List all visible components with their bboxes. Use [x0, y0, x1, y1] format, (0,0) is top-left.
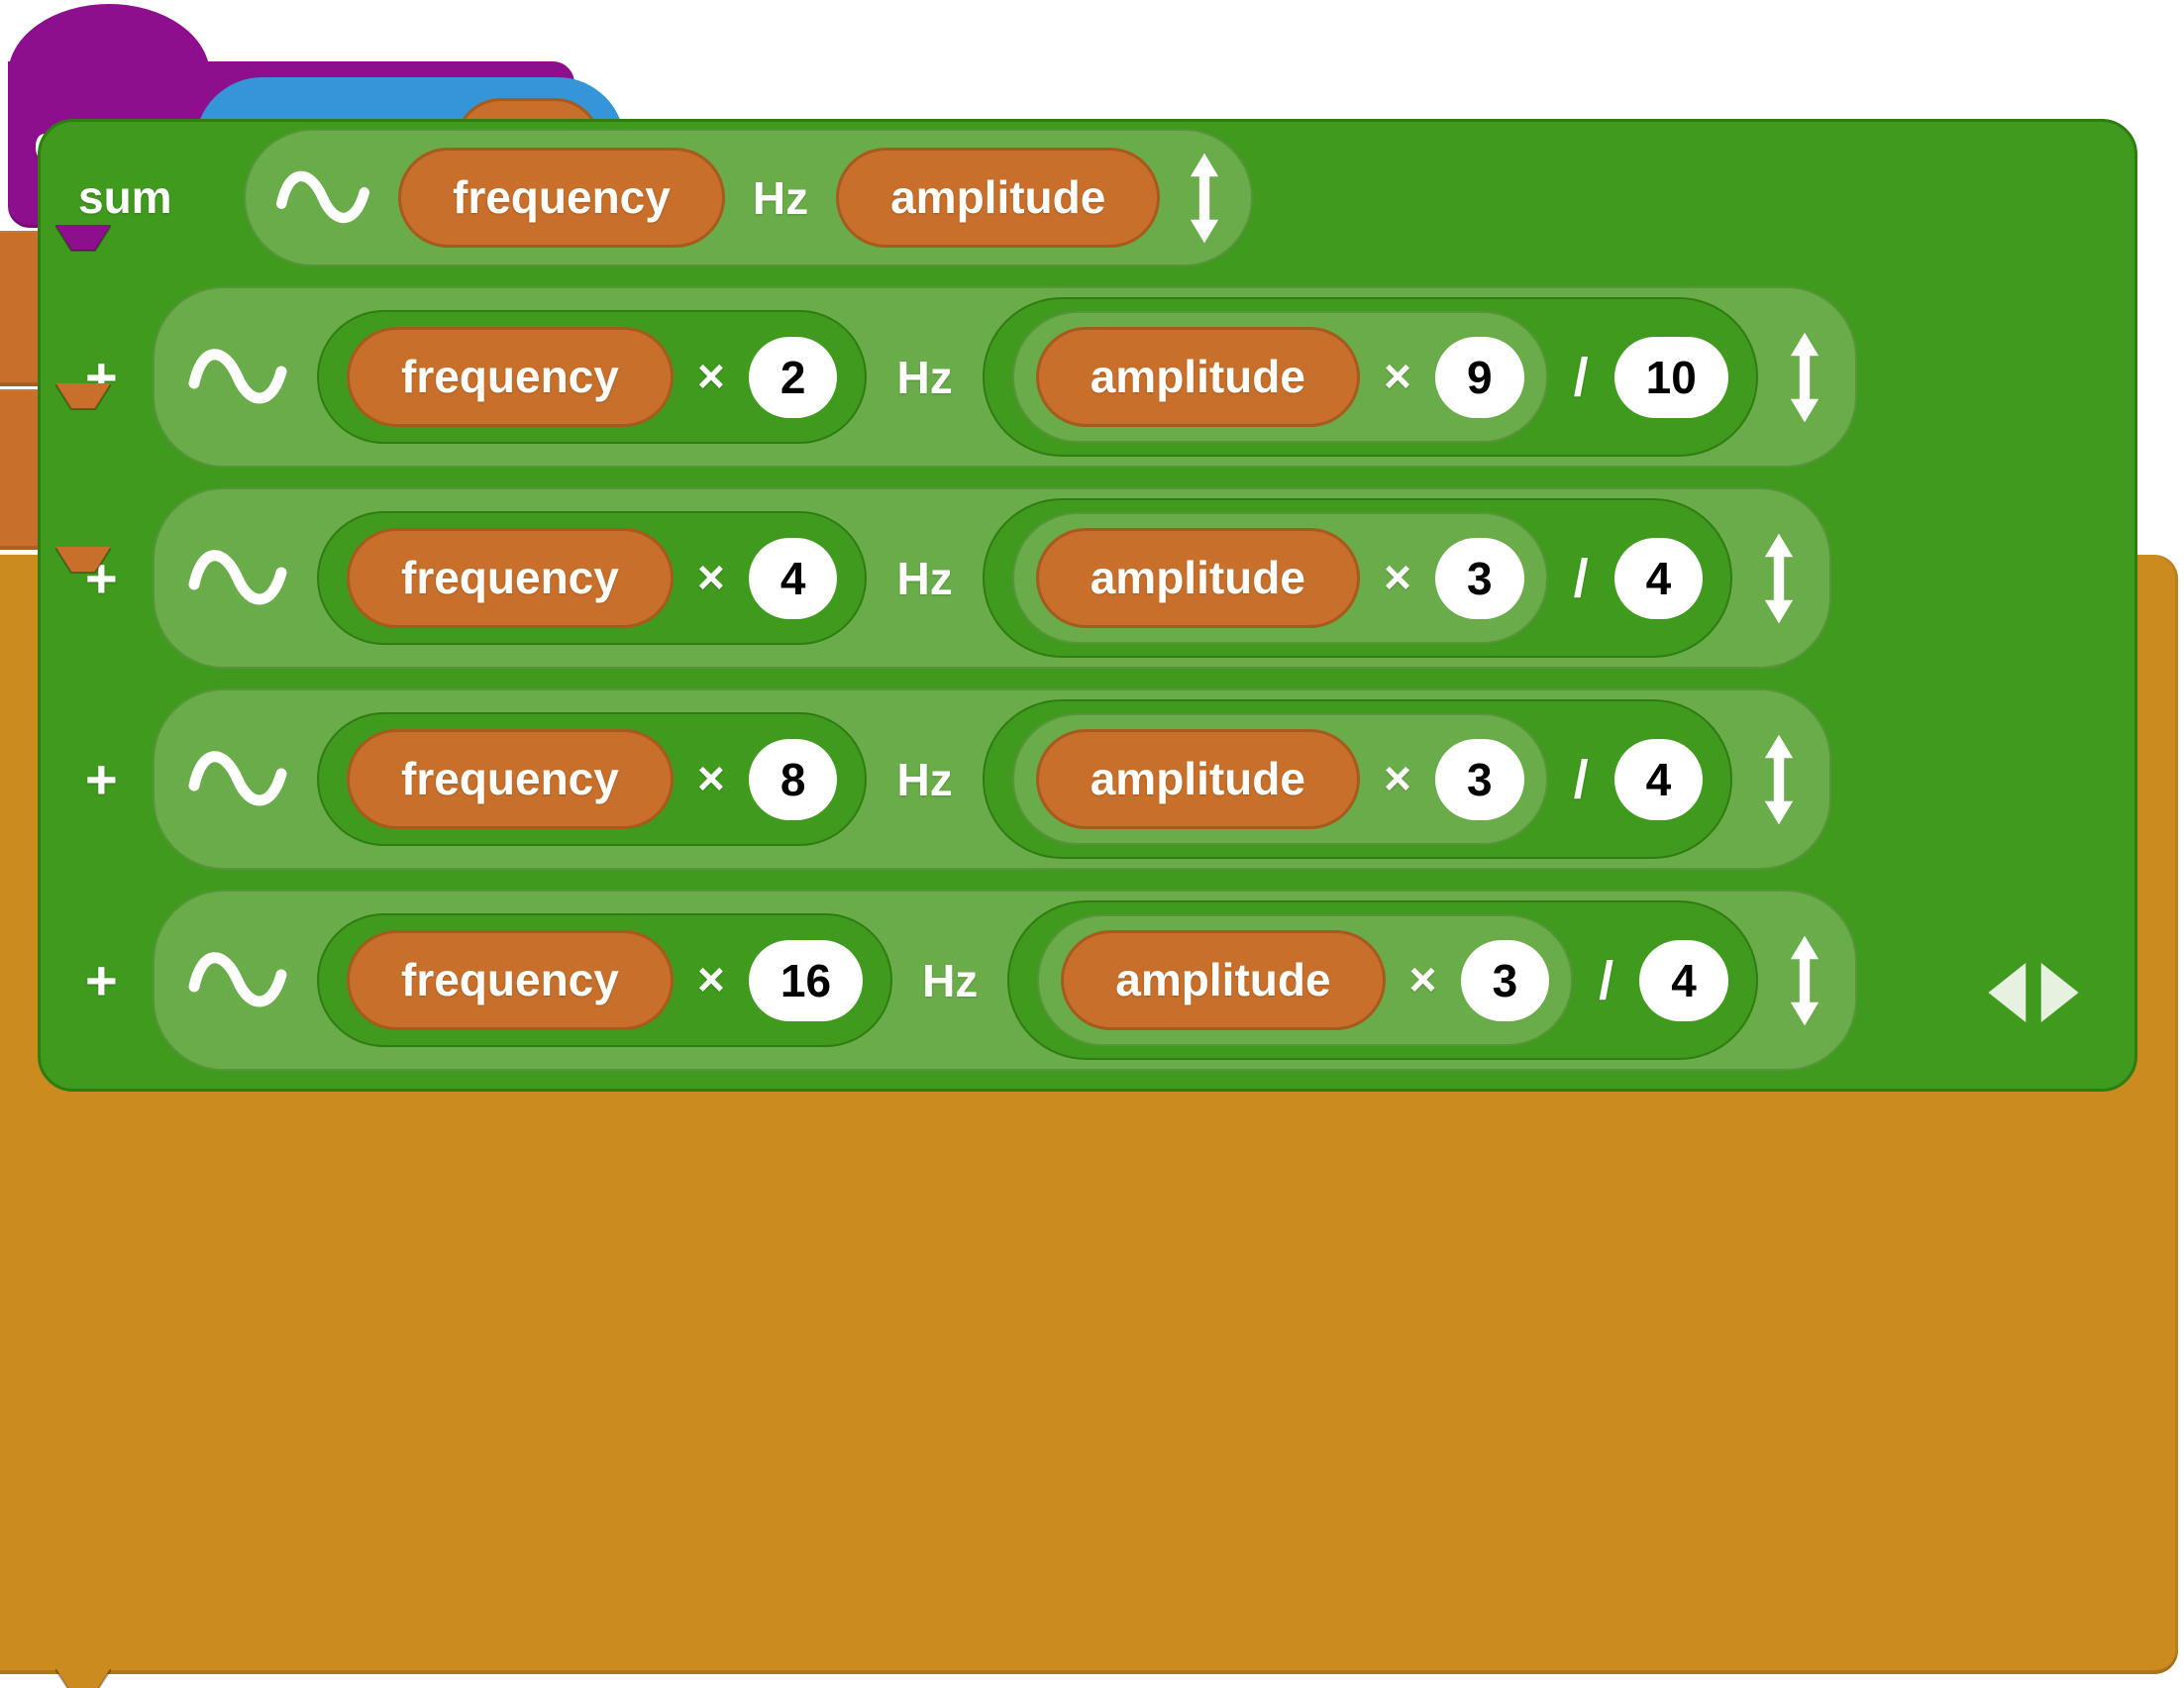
times-label: ×	[1383, 351, 1411, 403]
amplitude-divide-block[interactable]: amplitude × 3 / 4	[982, 699, 1733, 859]
amplitude-multiply-block[interactable]: amplitude × 3	[1037, 914, 1574, 1046]
hz-label: Hz	[896, 351, 953, 403]
denominator-input[interactable]: 4	[1613, 738, 1704, 820]
sum-term-row: + frequency × 4 Hz amplitude × 3	[85, 487, 2134, 669]
sum-base-row: sum frequency Hz amplitude	[78, 129, 2134, 266]
sum-term-row: + frequency × 16 Hz amplitude × 3	[85, 890, 2134, 1071]
frequency-variable[interactable]: frequency	[347, 327, 674, 427]
times-label: ×	[696, 552, 725, 604]
amplitude-divide-block[interactable]: amplitude × 9 / 10	[982, 297, 1758, 457]
oscillator-block[interactable]: frequency × 8 Hz amplitude × 3 / 4	[153, 688, 1832, 870]
denominator-input[interactable]: 4	[1613, 537, 1704, 619]
frequency-variable[interactable]: frequency	[398, 148, 725, 248]
amplitude-variable[interactable]: amplitude	[1035, 327, 1360, 427]
numerator-input[interactable]: 3	[1435, 738, 1524, 820]
multiplier-input[interactable]: 2	[748, 336, 838, 418]
amplitude-variable[interactable]: amplitude	[1061, 930, 1386, 1030]
sine-wave-icon	[188, 338, 287, 417]
oscillator-block[interactable]: frequency Hz amplitude	[244, 129, 1254, 266]
frequency-variable[interactable]: frequency	[347, 528, 674, 628]
vertical-arrows-icon[interactable]	[1188, 151, 1221, 246]
multiplier-input[interactable]: 4	[748, 537, 838, 619]
oscillator-block[interactable]: frequency × 16 Hz amplitude × 3 / 4	[153, 890, 1857, 1071]
amplitude-variable[interactable]: amplitude	[1035, 729, 1360, 829]
horizontal-expand-arrows-icon[interactable]	[1985, 962, 2082, 1023]
divide-label: /	[1599, 950, 1614, 1010]
multiplier-input[interactable]: 16	[748, 939, 864, 1021]
hz-label: Hz	[896, 552, 953, 604]
times-label: ×	[696, 954, 725, 1006]
frequency-variable[interactable]: frequency	[347, 729, 674, 829]
frequency-multiply-block[interactable]: frequency × 8	[317, 712, 868, 846]
frequency-multiply-block[interactable]: frequency × 16	[317, 913, 893, 1047]
times-label: ×	[1383, 552, 1411, 604]
sum-block[interactable]: sum frequency Hz amplitude +	[38, 119, 2137, 1092]
amplitude-multiply-block[interactable]: amplitude × 3	[1011, 512, 1548, 644]
sum-label: sum	[78, 171, 172, 224]
amplitude-multiply-block[interactable]: amplitude × 3	[1011, 713, 1548, 845]
sum-term-row: + frequency × 2 Hz amplitude × 9	[85, 286, 2134, 468]
multiplier-input[interactable]: 8	[748, 738, 838, 820]
frequency-variable[interactable]: frequency	[347, 930, 674, 1030]
oscillator-block[interactable]: frequency × 4 Hz amplitude × 3 / 4	[153, 487, 1832, 669]
denominator-input[interactable]: 4	[1639, 939, 1728, 1021]
denominator-input[interactable]: 10	[1613, 336, 1728, 418]
amplitude-divide-block[interactable]: amplitude × 3 / 4	[982, 498, 1733, 658]
oscillator-block[interactable]: frequency × 2 Hz amplitude × 9 / 10	[153, 286, 1857, 468]
block-connector-nub	[54, 547, 112, 579]
plus-operator-label: +	[85, 948, 118, 1011]
numerator-input[interactable]: 9	[1435, 336, 1524, 418]
times-label: ×	[1408, 954, 1437, 1006]
amplitude-multiply-block[interactable]: amplitude × 9	[1011, 311, 1548, 443]
hz-label: Hz	[922, 954, 979, 1006]
amplitude-variable[interactable]: amplitude	[836, 148, 1161, 248]
amplitude-variable[interactable]: amplitude	[1035, 528, 1360, 628]
hz-label: Hz	[752, 171, 809, 224]
block-connector-nub	[54, 383, 112, 415]
vertical-arrows-icon[interactable]	[1788, 933, 1821, 1028]
sine-wave-icon	[188, 740, 287, 819]
frequency-multiply-block[interactable]: frequency × 4	[317, 511, 868, 645]
block-connector-nub	[54, 1668, 112, 1688]
sine-wave-icon	[188, 539, 287, 618]
vertical-arrows-icon[interactable]	[1788, 330, 1821, 425]
sum-term-row: + frequency × 8 Hz amplitude × 3	[85, 688, 2134, 870]
hz-label: Hz	[896, 753, 953, 805]
sine-wave-icon	[188, 941, 287, 1020]
numerator-input[interactable]: 3	[1460, 939, 1550, 1021]
vertical-arrows-icon[interactable]	[1762, 732, 1796, 827]
block-connector-nub	[54, 225, 112, 257]
vertical-arrows-icon[interactable]	[1762, 531, 1796, 626]
frequency-multiply-block[interactable]: frequency × 2	[317, 310, 868, 444]
numerator-input[interactable]: 3	[1435, 537, 1524, 619]
times-label: ×	[696, 753, 725, 805]
divide-label: /	[1573, 347, 1589, 407]
divide-label: /	[1573, 548, 1589, 608]
sine-wave-icon	[275, 160, 370, 236]
plus-operator-label: +	[85, 747, 118, 810]
amplitude-divide-block[interactable]: amplitude × 3 / 4	[1007, 900, 1758, 1060]
times-label: ×	[1383, 753, 1411, 805]
times-label: ×	[696, 351, 725, 403]
divide-label: /	[1573, 749, 1589, 809]
